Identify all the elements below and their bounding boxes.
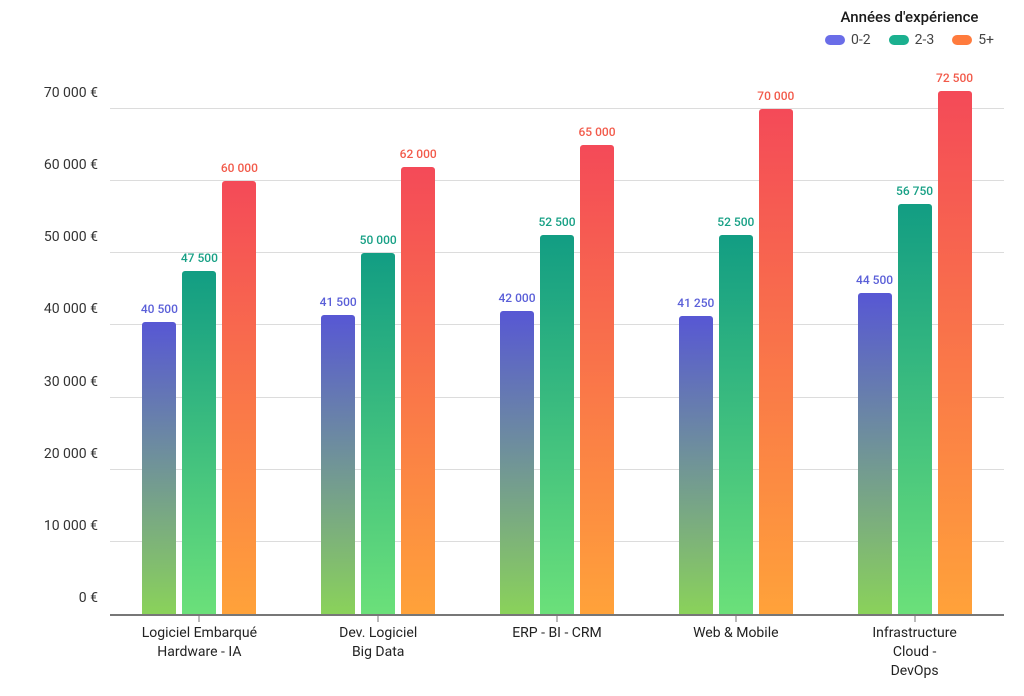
legend: Années d'expérience 0-2 2-3 5+ [825, 8, 994, 48]
y-tick-label: 30 000 € [44, 374, 110, 390]
x-tick [735, 614, 736, 622]
category-label: Web & Mobile [693, 624, 778, 643]
legend-swatch-1 [889, 35, 909, 45]
bar: 41 500 [321, 315, 355, 614]
bar-value-label: 41 250 [677, 296, 714, 310]
bar: 47 500 [182, 271, 216, 614]
bar-group: 42 00052 50065 000 [500, 80, 614, 614]
legend-item-2: 5+ [952, 32, 994, 48]
bar-group: 41 50050 00062 000 [321, 80, 435, 614]
x-tick [914, 614, 915, 622]
bar-group: 44 50056 75072 500 [858, 80, 972, 614]
category-label: Logiciel Embarqué Hardware - IA [142, 624, 257, 662]
legend-title: Années d'expérience [825, 8, 994, 26]
category-label: ERP - BI - CRM [512, 624, 602, 643]
bar-value-label: 40 500 [141, 302, 178, 316]
legend-label-2: 5+ [978, 32, 994, 48]
bar-value-label: 52 500 [717, 215, 754, 229]
bar-value-label: 62 000 [400, 147, 437, 161]
bar-value-label: 41 500 [320, 295, 357, 309]
x-tick [378, 614, 379, 622]
bar: 50 000 [361, 253, 395, 614]
y-tick-label: 70 000 € [44, 85, 110, 101]
bar: 62 000 [401, 167, 435, 614]
plot-area: 0 €10 000 €20 000 €30 000 €40 000 €50 00… [110, 80, 1004, 616]
bar-value-label: 65 000 [578, 125, 615, 139]
y-tick-label: 50 000 € [44, 229, 110, 245]
x-tick [557, 614, 558, 622]
bar: 44 500 [858, 293, 892, 614]
bar-value-label: 42 000 [498, 291, 535, 305]
y-tick-label: 60 000 € [44, 157, 110, 173]
bar: 52 500 [719, 235, 753, 614]
legend-item-0: 0-2 [825, 32, 871, 48]
bar-group: 41 25052 50070 000 [679, 80, 793, 614]
legend-item-1: 2-3 [889, 32, 935, 48]
bar: 56 750 [898, 204, 932, 614]
y-tick-label: 0 € [79, 590, 110, 606]
bar-value-label: 60 000 [221, 161, 258, 175]
bar: 41 250 [679, 316, 713, 614]
category-label: Dev. Logiciel Big Data [339, 624, 417, 662]
bar-value-label: 50 000 [360, 233, 397, 247]
y-tick-label: 20 000 € [44, 446, 110, 462]
bar: 70 000 [759, 109, 793, 614]
bar-value-label: 44 500 [856, 273, 893, 287]
bar: 65 000 [580, 145, 614, 614]
y-tick-label: 40 000 € [44, 301, 110, 317]
bar-group: 40 50047 50060 000 [142, 80, 256, 614]
bar-value-label: 72 500 [936, 71, 973, 85]
bar-value-label: 70 000 [757, 89, 794, 103]
bar: 40 500 [142, 322, 176, 614]
legend-label-1: 2-3 [915, 32, 935, 48]
bar-value-label: 52 500 [538, 215, 575, 229]
bar: 72 500 [938, 91, 972, 614]
chart-container: Années d'expérience 0-2 2-3 5+ 0 €10 000… [0, 0, 1024, 696]
bar: 42 000 [500, 311, 534, 614]
y-tick-label: 10 000 € [44, 518, 110, 534]
x-tick [199, 614, 200, 622]
bar: 52 500 [540, 235, 574, 614]
legend-label-0: 0-2 [851, 32, 871, 48]
legend-items: 0-2 2-3 5+ [825, 32, 994, 48]
legend-swatch-2 [952, 35, 972, 45]
bar-value-label: 47 500 [181, 251, 218, 265]
bar: 60 000 [222, 181, 256, 614]
bar-value-label: 56 750 [896, 184, 933, 198]
legend-swatch-0 [825, 35, 845, 45]
category-label: Infrastructure Cloud - DevOps [870, 624, 959, 681]
